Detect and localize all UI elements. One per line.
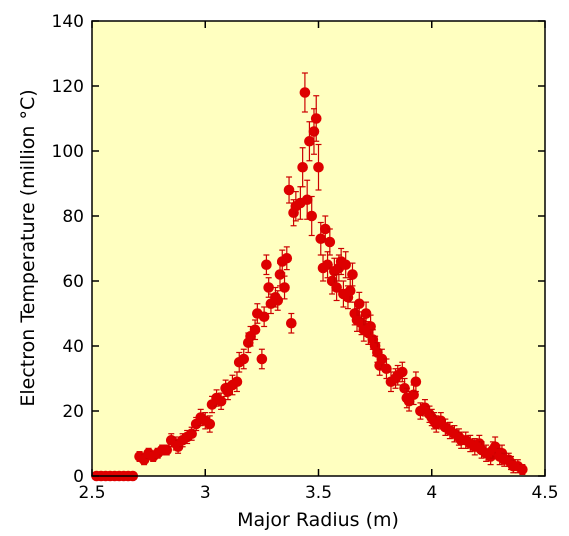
y-tick-label: 0 xyxy=(73,467,84,487)
data-point xyxy=(353,298,365,310)
data-point xyxy=(258,311,270,323)
y-tick-label: 140 xyxy=(52,12,84,32)
x-tick-label: 4 xyxy=(426,483,437,503)
data-point xyxy=(279,282,290,293)
data-point xyxy=(274,269,286,280)
data-point xyxy=(331,282,342,293)
plot-background xyxy=(92,21,545,476)
data-point xyxy=(238,353,250,365)
x-tick-label: 4.5 xyxy=(531,483,558,503)
y-axis-title: Electron Temperature (million °C) xyxy=(17,89,39,406)
data-point xyxy=(340,259,351,271)
data-point xyxy=(204,418,216,430)
data-point xyxy=(489,441,501,453)
data-point xyxy=(304,135,315,147)
data-point xyxy=(263,282,274,293)
data-points xyxy=(91,72,528,482)
data-point xyxy=(297,161,308,173)
data-point xyxy=(215,395,227,407)
data-point xyxy=(272,295,284,306)
x-tick-label: 3 xyxy=(200,483,211,503)
data-point xyxy=(344,285,356,297)
data-point xyxy=(283,184,295,196)
data-point xyxy=(347,269,358,280)
data-point xyxy=(306,210,318,222)
data-point xyxy=(299,87,311,98)
data-point xyxy=(517,464,528,475)
data-point xyxy=(397,366,408,378)
x-tick-label: 3.5 xyxy=(305,483,332,503)
data-point xyxy=(261,259,272,271)
data-point xyxy=(286,317,297,329)
y-tick-label: 120 xyxy=(52,77,84,97)
data-point xyxy=(249,324,261,336)
x-tick-label: 2.5 xyxy=(78,483,105,503)
data-point xyxy=(310,113,322,124)
data-point xyxy=(256,353,268,365)
data-point xyxy=(231,376,243,388)
data-point xyxy=(308,126,320,137)
y-tick-label: 20 xyxy=(62,402,84,422)
data-point xyxy=(281,252,293,264)
tick-labels: 2.5 3 3.5 4 4.5 0 20 40 60 80 100 120 140 xyxy=(52,12,559,503)
data-point xyxy=(376,353,388,365)
y-tick-label: 100 xyxy=(52,142,84,162)
data-point xyxy=(319,223,331,235)
y-tick-label: 80 xyxy=(62,207,84,227)
data-point xyxy=(410,376,422,388)
data-point xyxy=(313,161,324,173)
x-axis-title: Major Radius (m) xyxy=(237,509,399,531)
data-point xyxy=(301,194,313,206)
axis-ticks xyxy=(91,20,546,477)
y-tick-label: 60 xyxy=(62,272,84,292)
y-tick-label: 40 xyxy=(62,337,84,357)
data-point xyxy=(360,308,372,319)
data-point xyxy=(324,236,336,248)
